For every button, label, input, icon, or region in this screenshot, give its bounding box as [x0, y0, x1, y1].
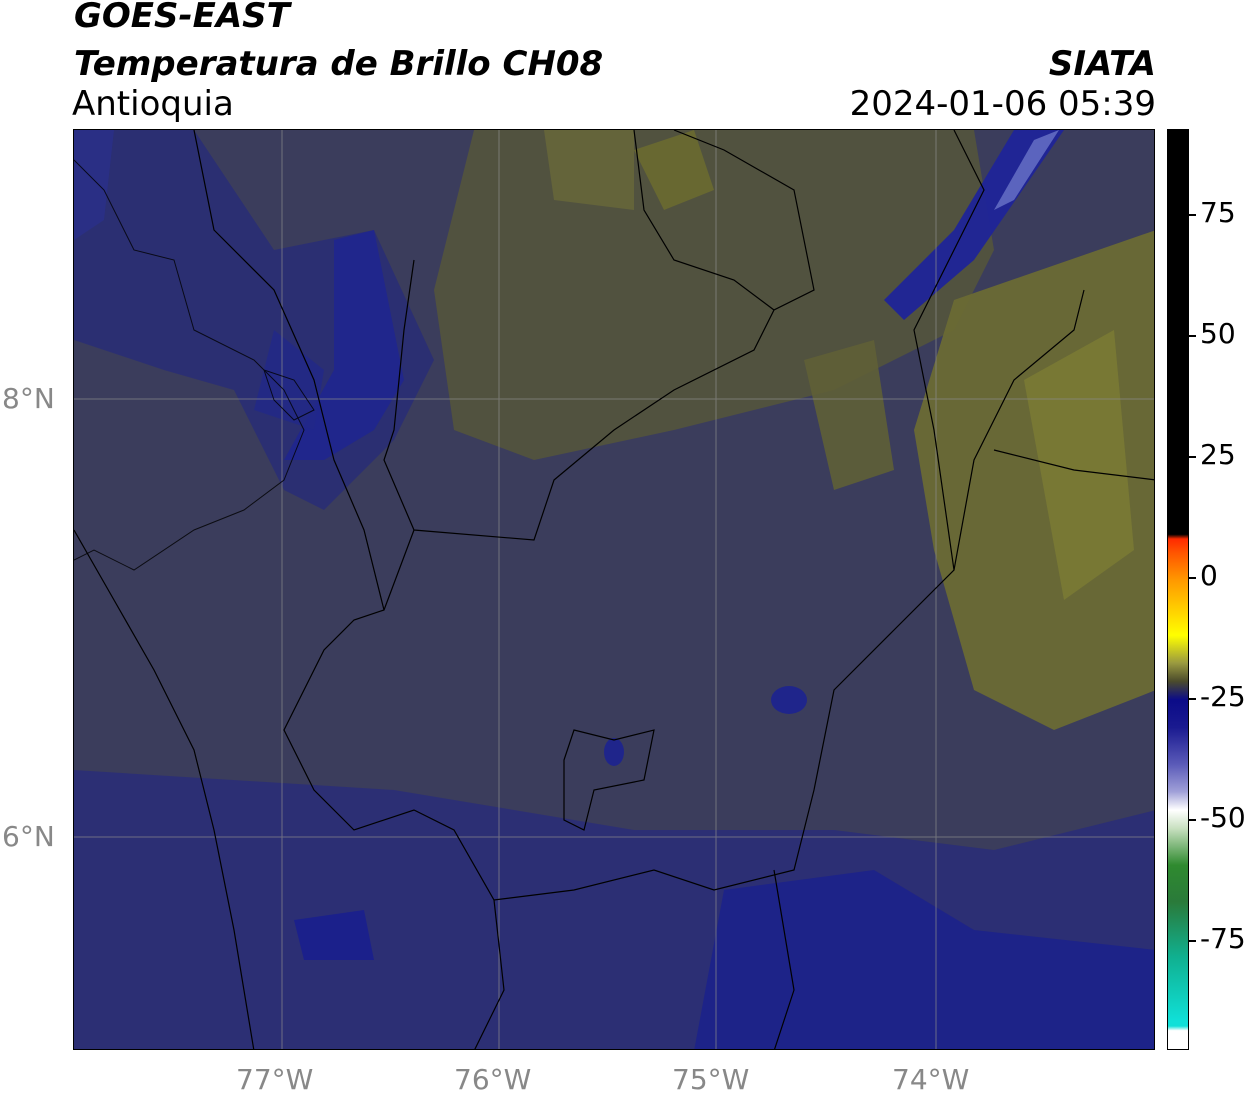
colorbar-label-0: 0 — [1200, 559, 1218, 592]
colorbar-label-25: 25 — [1200, 438, 1236, 471]
colorbar-tick-m75 — [1189, 940, 1196, 942]
colorbar-label-50: 50 — [1200, 317, 1236, 350]
colorbar-tick-m50 — [1189, 819, 1196, 821]
coastline — [74, 159, 315, 571]
administrative-borders — [74, 130, 1154, 1049]
colorbar-tick-0 — [1189, 577, 1196, 579]
satellite-title: GOES-EAST — [74, 0, 290, 36]
lat-label-6n: 6°N — [2, 820, 55, 853]
gridlines — [74, 130, 1154, 1049]
brightness-temperature-field — [74, 130, 1154, 1049]
colorbar-tick-50 — [1189, 335, 1196, 337]
colorbar-label-m25: -25 — [1200, 680, 1246, 713]
datetime-label: 2024-01-06 05:39 — [849, 84, 1156, 124]
colorbar-label-m75: -75 — [1200, 922, 1246, 955]
region-label: Antioquia — [72, 84, 234, 124]
colorbar-tick-25 — [1189, 456, 1196, 458]
lon-label-77w: 77°W — [236, 1063, 314, 1096]
colorbar-tick-m25 — [1189, 698, 1196, 700]
product-title: Temperatura de Brillo CH08 — [74, 44, 604, 84]
colorbar-label-75: 75 — [1200, 196, 1236, 229]
lat-label-8n: 8°N — [2, 382, 55, 415]
lon-label-74w: 74°W — [892, 1063, 970, 1096]
colorbar-tick-75 — [1189, 214, 1196, 216]
lon-label-75w: 75°W — [672, 1063, 750, 1096]
agency-label: SIATA — [1048, 44, 1156, 84]
colorbar-label-m50: -50 — [1200, 801, 1246, 834]
colorbar — [1167, 129, 1189, 1050]
lon-label-76w: 76°W — [454, 1063, 532, 1096]
map-panel[interactable] — [73, 129, 1155, 1050]
